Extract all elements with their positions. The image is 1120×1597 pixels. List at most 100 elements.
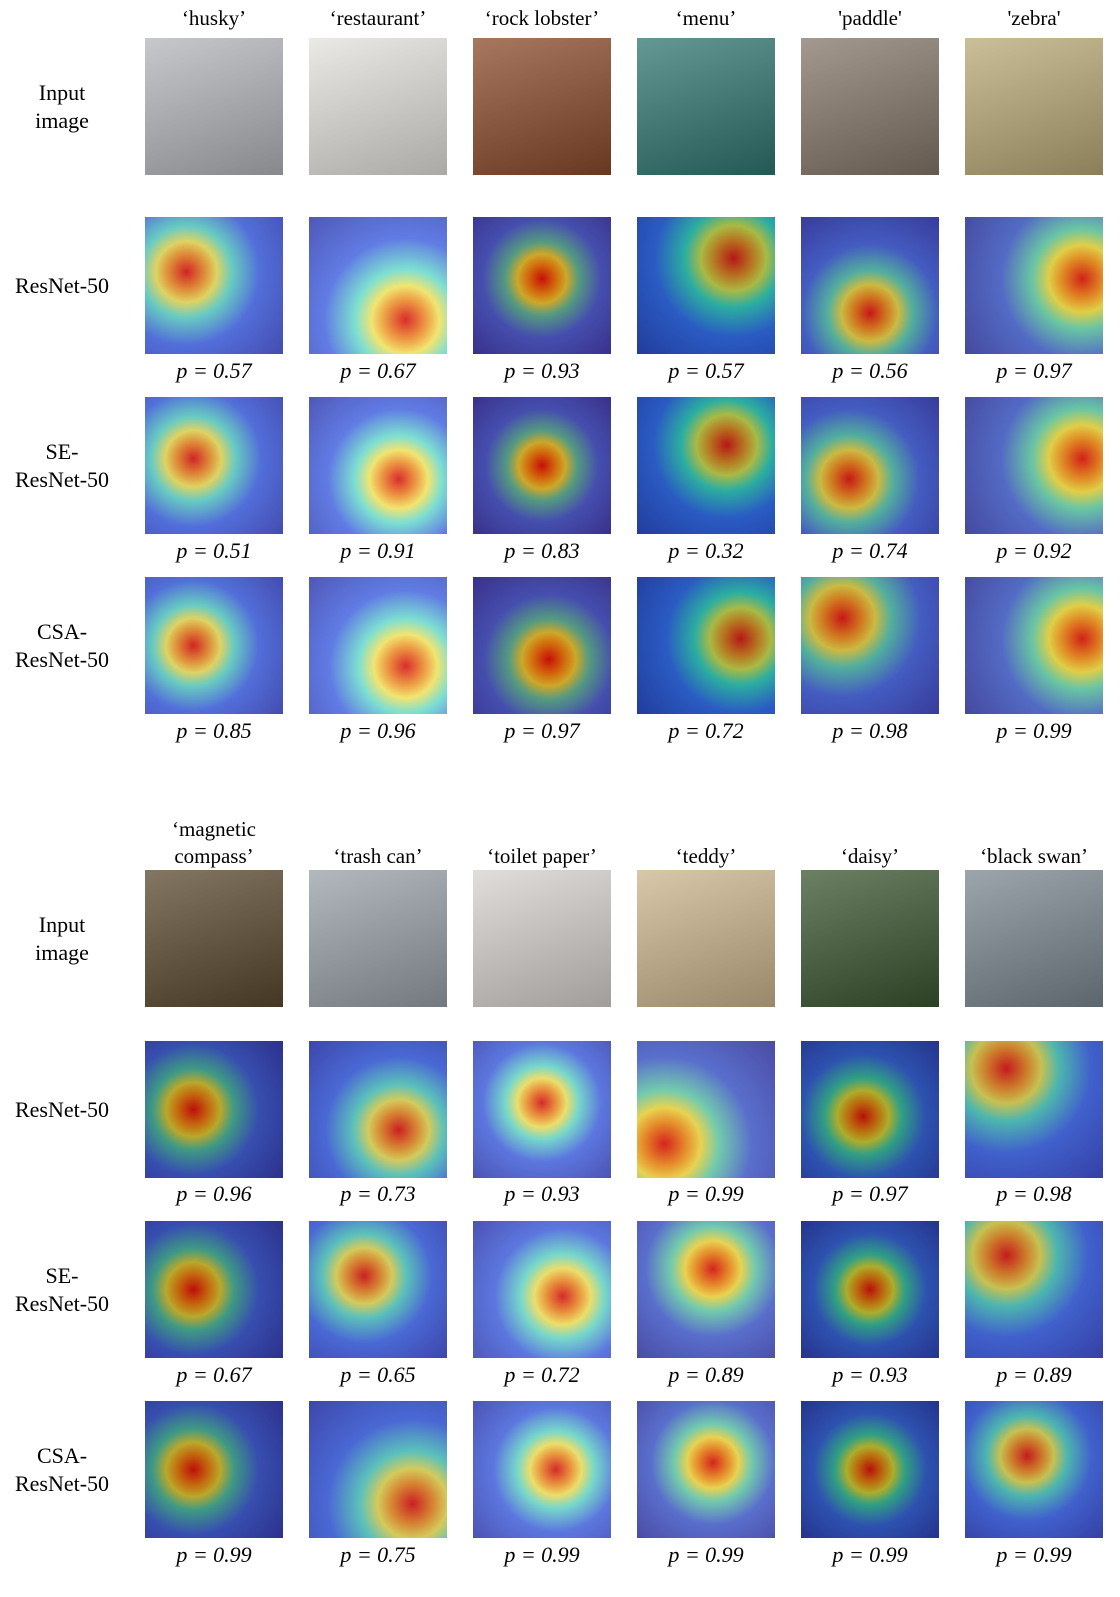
- probability: p = 0.56: [832, 358, 908, 383]
- row-label: Input image: [0, 870, 124, 1007]
- row-label: Input image: [0, 38, 124, 175]
- probability: p = 0.97: [996, 358, 1072, 383]
- input-image: [309, 870, 447, 1007]
- probability: p = 0.96: [340, 718, 416, 743]
- input-image: [145, 38, 283, 175]
- input-image: [965, 870, 1103, 1007]
- class-label: ‘husky’: [181, 6, 247, 30]
- probability: p = 0.57: [176, 358, 252, 383]
- probability: p = 0.89: [996, 1362, 1072, 1387]
- heatmap-image: [801, 1221, 939, 1358]
- column-header: ‘black swan’: [952, 0, 1116, 870]
- probability: p = 0.85: [176, 718, 252, 743]
- heatmap-image: [309, 217, 447, 354]
- heatmap-image: [309, 577, 447, 714]
- heatmap-image: [801, 1041, 939, 1178]
- row-label-line: CSA-: [36, 618, 88, 644]
- column-header: ‘husky’: [132, 0, 296, 32]
- row-label: CSA- ResNet-50: [0, 577, 124, 714]
- heatmap-image: [145, 397, 283, 534]
- row-label: SE- ResNet-50: [0, 397, 124, 534]
- probability: p = 0.99: [668, 1181, 744, 1206]
- column-header: 'zebra': [952, 0, 1116, 32]
- input-image: [309, 38, 447, 175]
- heatmap-image: [801, 1401, 939, 1538]
- row-label-line: ResNet-50: [14, 1290, 110, 1316]
- heatmap-image: [965, 577, 1103, 714]
- heatmap-image: [801, 577, 939, 714]
- row-label-line: ResNet-50: [14, 646, 110, 672]
- heatmap-image: [965, 1401, 1103, 1538]
- class-label: ‘menu’: [675, 6, 737, 30]
- class-label: ‘toilet paper’: [487, 844, 597, 868]
- column-header: 'paddle': [788, 0, 952, 32]
- probability: p = 0.57: [668, 358, 744, 383]
- class-label: ‘rock lobster’: [484, 6, 600, 30]
- heatmap-image: [473, 1401, 611, 1538]
- probability: p = 0.93: [504, 358, 580, 383]
- probability: p = 0.99: [996, 718, 1072, 743]
- row-label-line: ResNet-50: [14, 1096, 110, 1122]
- row-label: CSA- ResNet-50: [0, 1401, 124, 1538]
- heatmap-image: [145, 577, 283, 714]
- column-header: ‘menu’: [624, 0, 788, 32]
- probability: p = 0.99: [832, 1542, 908, 1567]
- heatmap-image: [637, 1401, 775, 1538]
- row-label: ResNet-50: [0, 217, 124, 354]
- heatmap-image: [965, 1221, 1103, 1358]
- heatmap-image: [473, 1221, 611, 1358]
- probability: p = 0.72: [504, 1362, 580, 1387]
- probability: p = 0.97: [504, 718, 580, 743]
- heatmap-image: [473, 217, 611, 354]
- probability: p = 0.74: [832, 538, 908, 563]
- class-label: ‘magnetic compass’: [172, 817, 256, 868]
- row-label-line: Input: [38, 79, 86, 105]
- heatmap-image: [801, 397, 939, 534]
- probability: p = 0.83: [504, 538, 580, 563]
- probability: p = 0.92: [996, 538, 1072, 563]
- heatmap-image: [145, 1221, 283, 1358]
- probability: p = 0.98: [832, 718, 908, 743]
- heatmap-image: [309, 1041, 447, 1178]
- class-label: 'paddle': [838, 6, 902, 30]
- heatmap-image: [145, 1401, 283, 1538]
- column-header: ‘daisy’: [788, 0, 952, 870]
- column-header: ‘restaurant’: [296, 0, 460, 32]
- row-label-line: image: [35, 107, 89, 133]
- probability: p = 0.96: [176, 1181, 252, 1206]
- heatmap-image: [473, 397, 611, 534]
- heatmap-image: [145, 1041, 283, 1178]
- probability: p = 0.97: [832, 1181, 908, 1206]
- row-label-line: ResNet-50: [14, 272, 110, 298]
- heatmap-image: [801, 217, 939, 354]
- heatmap-image: [965, 397, 1103, 534]
- probability: p = 0.75: [340, 1542, 416, 1567]
- input-image: [801, 38, 939, 175]
- probability: p = 0.93: [832, 1362, 908, 1387]
- class-label: ‘trash can’: [333, 844, 423, 868]
- probability: p = 0.98: [996, 1181, 1072, 1206]
- heatmap-image: [965, 1041, 1103, 1178]
- class-label: ‘daisy’: [840, 844, 900, 868]
- probability: p = 0.65: [340, 1362, 416, 1387]
- class-label: ‘restaurant’: [329, 6, 427, 30]
- row-label-line: ResNet-50: [14, 1470, 110, 1496]
- probability: p = 0.67: [340, 358, 416, 383]
- row-label-line: ResNet-50: [14, 466, 110, 492]
- class-label: ‘black swan’: [980, 844, 1088, 868]
- row-label-line: CSA-: [36, 1442, 88, 1468]
- heatmap-image: [473, 577, 611, 714]
- heatmap-image: [637, 1221, 775, 1358]
- heatmap-image: [637, 577, 775, 714]
- row-label: SE- ResNet-50: [0, 1221, 124, 1358]
- probability: p = 0.73: [340, 1181, 416, 1206]
- probability: p = 0.91: [340, 538, 416, 563]
- input-image: [473, 870, 611, 1007]
- row-label: ResNet-50: [0, 1041, 124, 1178]
- input-image: [145, 870, 283, 1007]
- column-header: ‘toilet paper’: [460, 0, 624, 870]
- input-image: [801, 870, 939, 1007]
- column-header: ‘trash can’: [296, 0, 460, 870]
- heatmap-image: [309, 1221, 447, 1358]
